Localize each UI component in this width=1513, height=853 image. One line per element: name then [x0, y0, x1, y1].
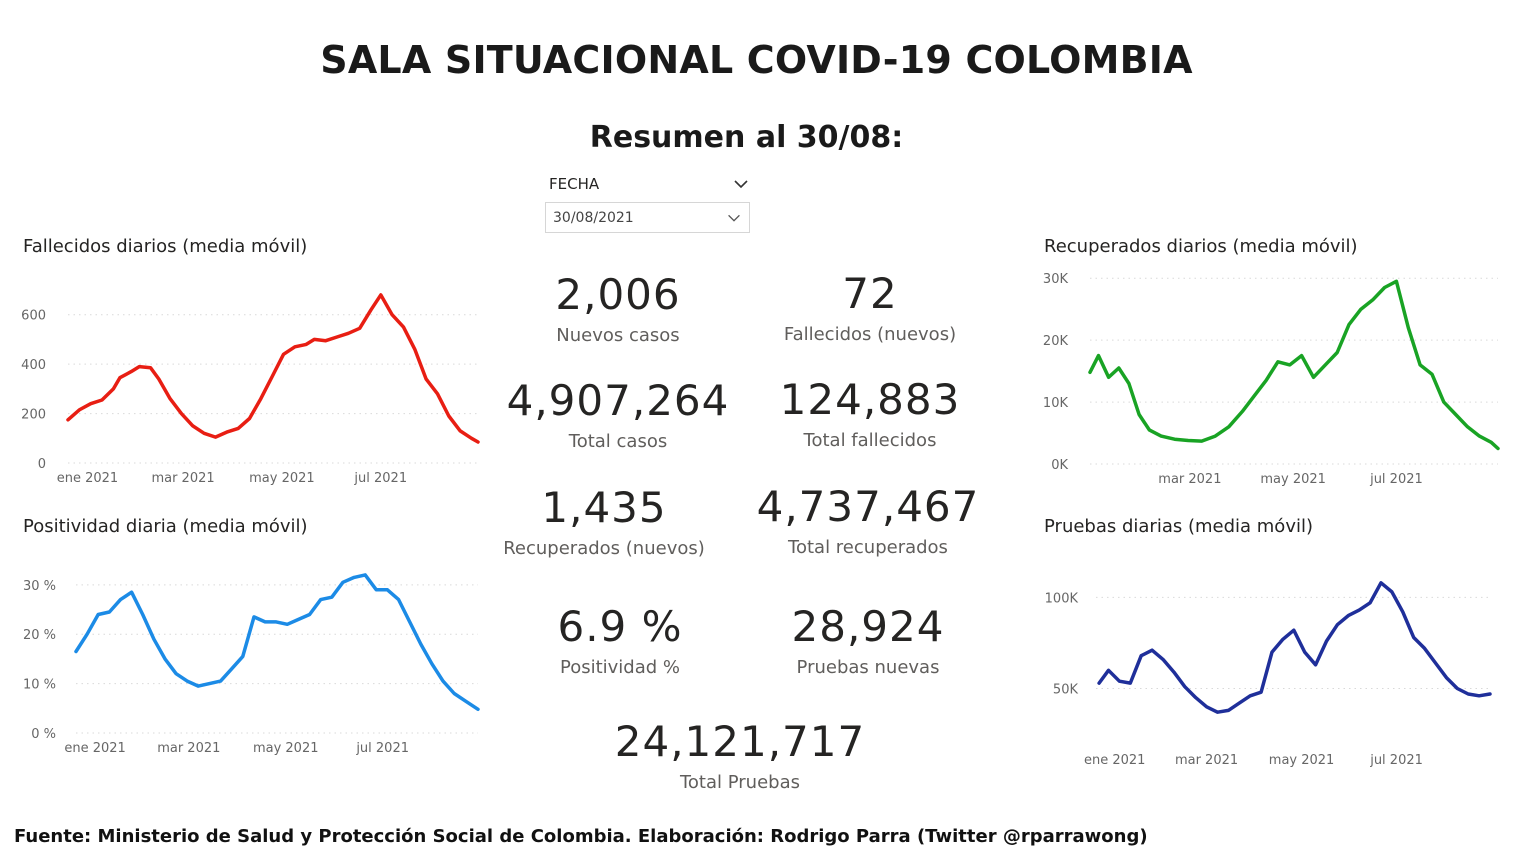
x-tick-label: mar 2021 [1158, 472, 1221, 487]
kpi-value: 1,435 [541, 483, 667, 532]
recuperados-chart: 0K 10K 20K 30K mar 2021 may 2021 jul 2021 [1043, 272, 1500, 487]
x-tick-label: may 2021 [1260, 472, 1326, 487]
x-tick-label: jul 2021 [1369, 753, 1423, 768]
x-tick-label: may 2021 [253, 741, 319, 756]
pruebas-chart: 50K 100K ene 2021 mar 2021 may 2021 jul 2021 [1045, 581, 1492, 768]
y-tick-label: 200 [21, 408, 46, 423]
positividad-chart: 0 % 10 % 20 % 30 % ene 2021 mar 2021 may 2021 j… [23, 573, 480, 756]
fallecidos-chart: 0 200 400 600 ene 2021 mar 2021 may 2021 jul 20… [21, 293, 480, 486]
kpi-label: Pruebas nuevas [796, 657, 940, 678]
x-tick-label: jul 2021 [353, 471, 407, 486]
kpi-total-casos: 4,907,264 Total casos [478, 378, 758, 454]
kpi-positividad: 6.9 % Positividad % [500, 604, 740, 680]
kpi-label: Total casos [568, 431, 668, 452]
kpi-label: Total Pruebas [679, 772, 800, 793]
x-tick-label: ene 2021 [57, 471, 118, 486]
chart-title-recuperados: Recuperados diarios (media móvil) [1044, 236, 1358, 257]
y-tick-label: 30K [1043, 272, 1069, 287]
x-tick-label: mar 2021 [1175, 753, 1238, 768]
kpi-label: Fallecidos (nuevos) [783, 324, 957, 345]
series-line [1097, 581, 1492, 714]
kpi-pruebas-nuevas: 28,924 Pruebas nuevas [748, 604, 988, 680]
series-line [1088, 279, 1500, 451]
x-tick-label: jul 2021 [355, 741, 409, 756]
kpi-value: 28,924 [791, 602, 945, 651]
x-tick-label: may 2021 [249, 471, 315, 486]
series-line [74, 573, 480, 712]
chart-title-fallecidos: Fallecidos diarios (media móvil) [23, 236, 308, 257]
y-tick-label: 10 % [23, 678, 56, 693]
y-tick-label: 400 [21, 358, 46, 373]
kpi-label: Total recuperados [788, 537, 948, 558]
date-select[interactable]: 30/08/2021 [545, 202, 750, 233]
kpi-nuevos-casos: 2,006 Nuevos casos [498, 272, 738, 348]
y-tick-label: 0 [38, 457, 46, 472]
y-tick-label: 20K [1043, 334, 1069, 349]
x-tick-label: ene 2021 [1084, 753, 1145, 768]
x-tick-label: may 2021 [1269, 753, 1335, 768]
kpi-label: Nuevos casos [556, 325, 680, 346]
x-tick-label: mar 2021 [151, 471, 214, 486]
date-select-value: 30/08/2021 [553, 210, 634, 226]
kpi-total-fallecidos: 124,883 Total fallecidos [740, 377, 1000, 453]
series-line [66, 293, 480, 444]
kpi-recuperados-nuevos: 1,435 Recuperados (nuevos) [478, 485, 730, 561]
chevron-down-icon [728, 214, 740, 222]
y-tick-label: 0 % [31, 727, 56, 742]
source-footer: Fuente: Ministerio de Salud y Protección… [14, 826, 1148, 847]
y-tick-label: 10K [1043, 396, 1069, 411]
kpi-label: Total fallecidos [803, 430, 937, 451]
y-tick-label: 100K [1045, 591, 1079, 606]
kpi-value: 2,006 [555, 270, 681, 319]
summary-title: Resumen al 30/08: [589, 120, 904, 155]
kpi-total-pruebas: 24,121,717 Total Pruebas [600, 719, 880, 795]
kpi-total-recuperados: 4,737,467 Total recuperados [728, 484, 1008, 560]
kpi-label: Recuperados (nuevos) [503, 538, 705, 559]
y-tick-label: 0K [1051, 458, 1068, 473]
x-tick-label: ene 2021 [64, 741, 125, 756]
kpi-fallecidos-nuevos: 72 Fallecidos (nuevos) [750, 271, 990, 347]
kpi-value: 6.9 % [557, 602, 683, 651]
y-tick-label: 600 [21, 309, 46, 324]
chart-title-pruebas: Pruebas diarias (media móvil) [1044, 516, 1313, 537]
kpi-value: 4,737,467 [756, 482, 980, 531]
page-title: SALA SITUACIONAL COVID-19 COLOMBIA [320, 38, 1193, 82]
kpi-value: 124,883 [779, 375, 961, 424]
chevron-down-icon[interactable] [731, 174, 751, 194]
y-tick-label: 50K [1053, 683, 1079, 698]
kpi-value: 72 [842, 269, 898, 318]
y-tick-label: 20 % [23, 628, 56, 643]
x-tick-label: mar 2021 [157, 741, 220, 756]
chart-title-positividad: Positividad diaria (media móvil) [23, 516, 308, 537]
kpi-value: 24,121,717 [614, 717, 866, 766]
kpi-value: 4,907,264 [506, 376, 730, 425]
y-tick-label: 30 % [23, 579, 56, 594]
kpi-label: Positividad % [559, 657, 681, 678]
date-filter-label: FECHA [549, 175, 600, 193]
x-tick-label: jul 2021 [1369, 472, 1423, 487]
